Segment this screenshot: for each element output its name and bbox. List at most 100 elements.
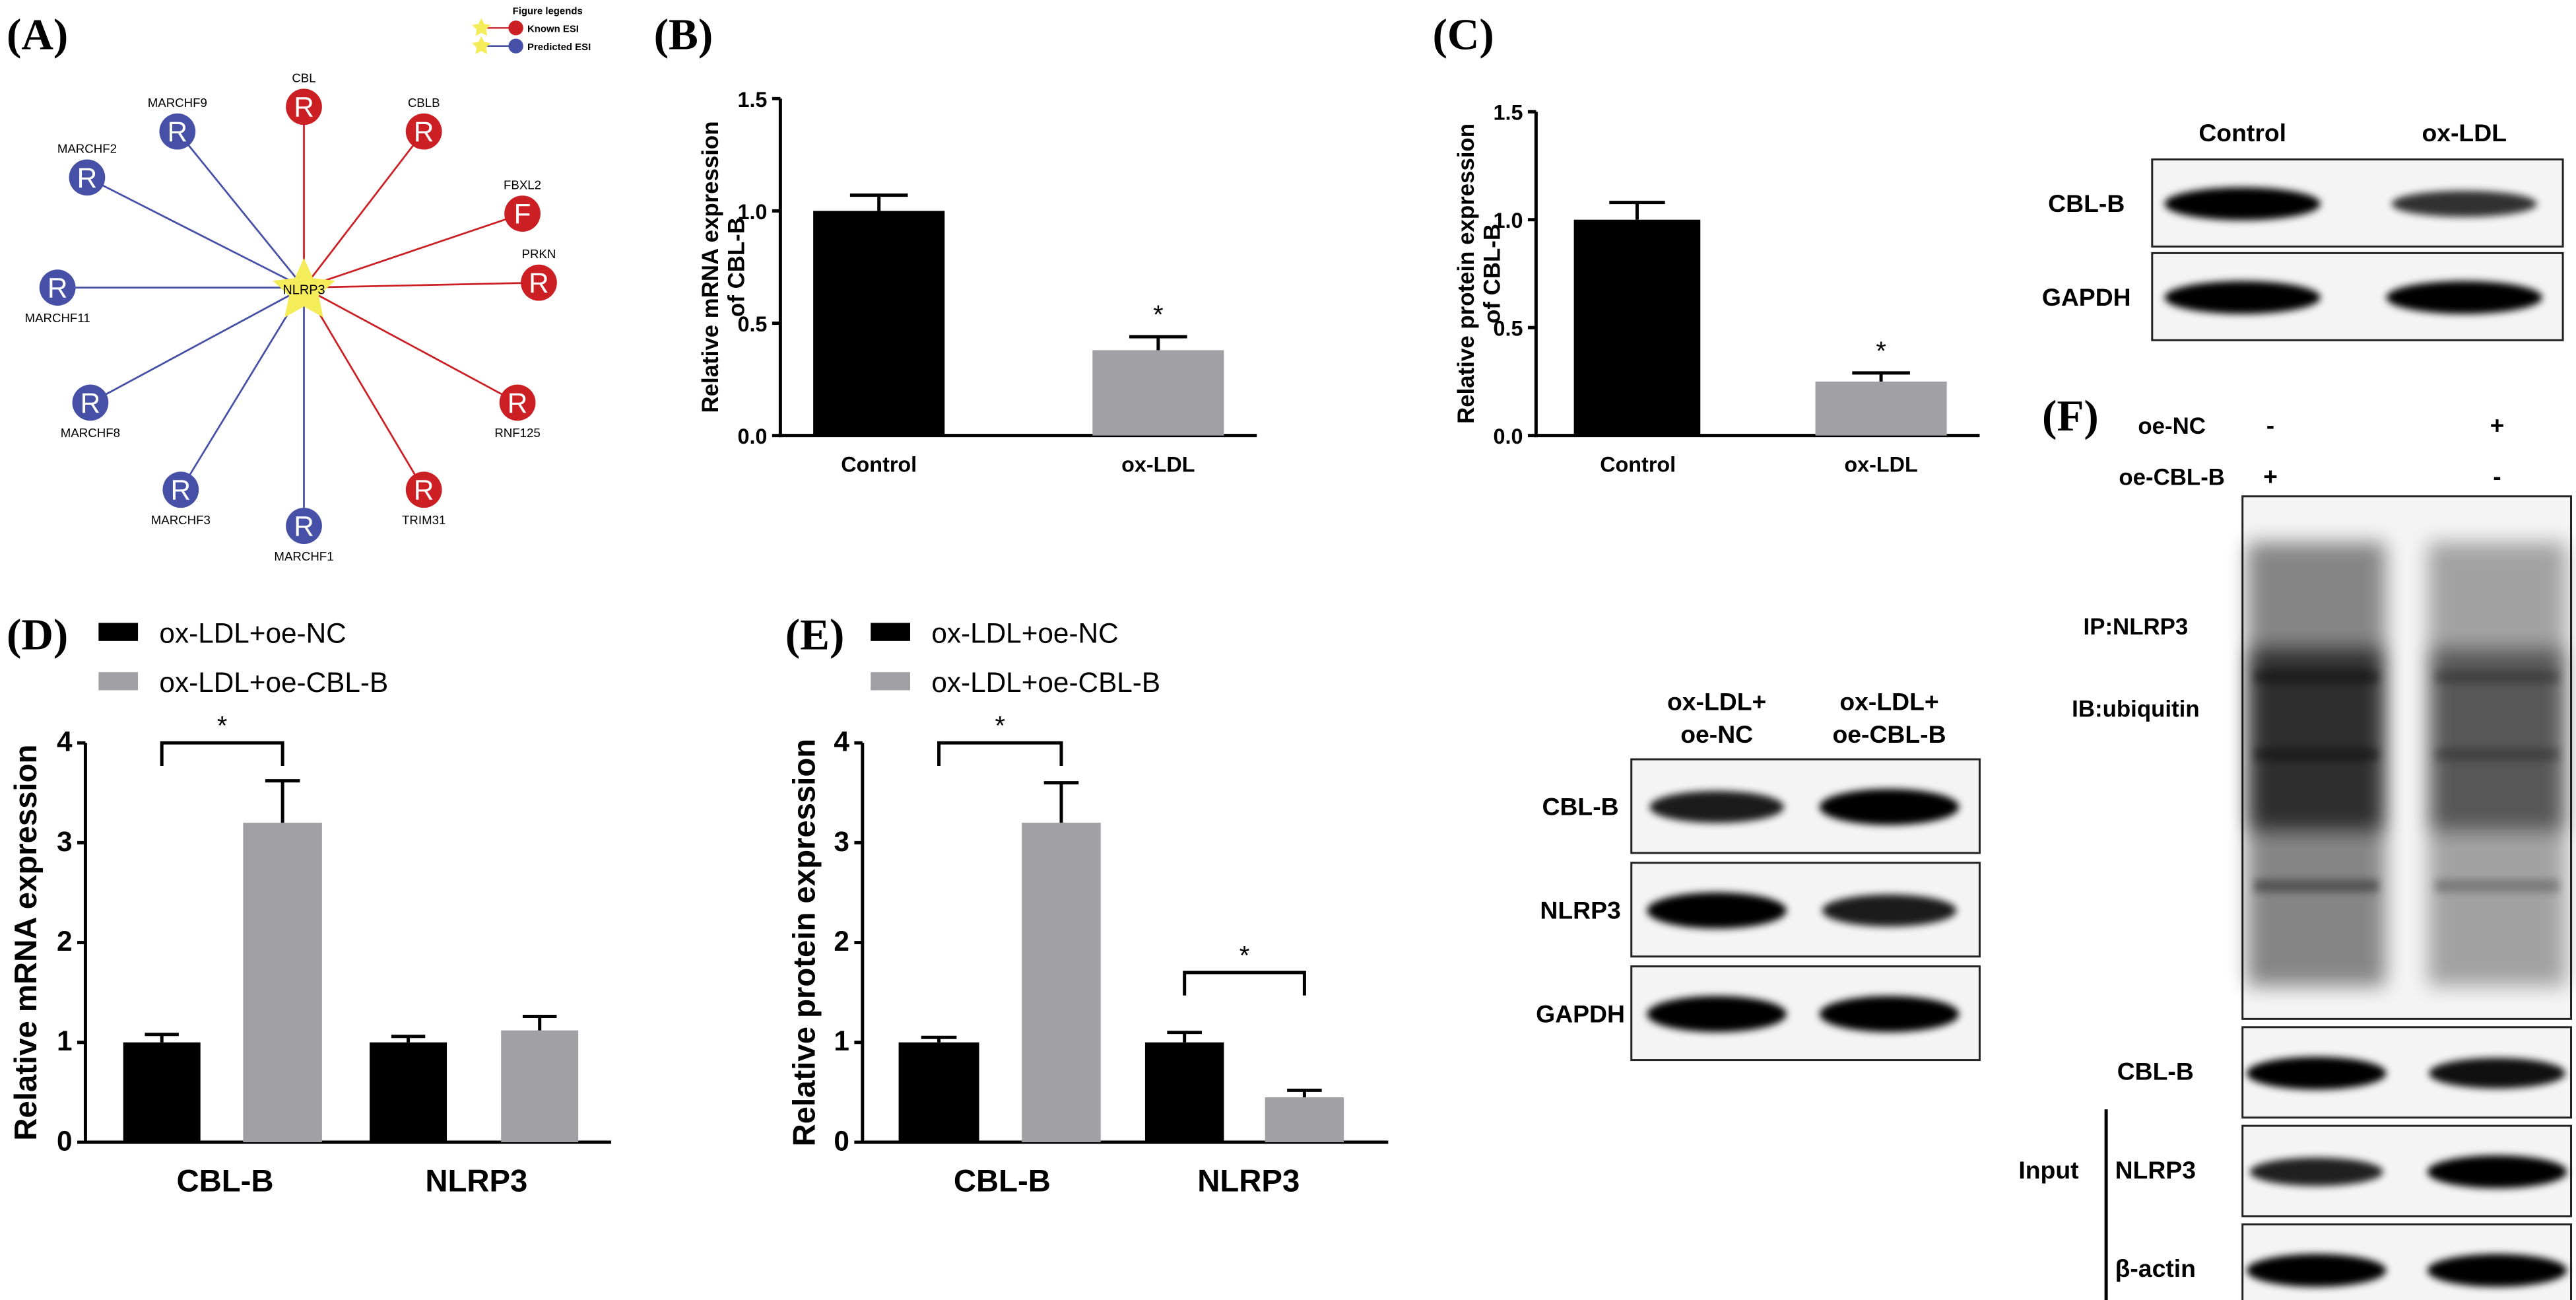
node-label: MARCHF9 <box>148 96 207 110</box>
network-node: R PRKN <box>521 247 557 301</box>
panel-label-D: (D) <box>7 609 68 659</box>
condition-mark: + <box>2490 411 2505 439</box>
network-edge <box>180 287 305 491</box>
node-label: RNF125 <box>494 426 540 440</box>
bar <box>1815 381 1947 436</box>
node-label: CBLB <box>408 96 440 110</box>
ubiquitin-band <box>2254 879 2379 893</box>
ubiquitin-band <box>2434 747 2560 761</box>
bar <box>1022 823 1101 1143</box>
node-circle <box>499 384 536 421</box>
network-edge <box>303 287 425 491</box>
y-axis-title: Relative mRNA expression of CBL-B <box>698 121 750 413</box>
legend-predicted-label: Predicted ESI <box>527 42 591 53</box>
node-letter: R <box>414 116 434 147</box>
x-tick-label: ox-LDL <box>1844 452 1917 476</box>
blot-row-label: CBL-B <box>1542 793 1619 821</box>
protein-band <box>2246 1056 2387 1090</box>
protein-band <box>1822 894 1957 927</box>
y-tick-label: 0.5 <box>1493 317 1523 341</box>
node-letter: R <box>48 273 68 304</box>
legend-label: ox-LDL+oe-NC <box>159 617 346 648</box>
panel-label-B: (B) <box>654 10 713 59</box>
node-letter: R <box>294 510 314 541</box>
lane-label: ox-LDL+ <box>1667 687 1766 715</box>
y-tick-label: 2 <box>834 926 849 957</box>
protein-band <box>2386 281 2542 314</box>
protein-band <box>1647 996 1787 1033</box>
node-letter: R <box>168 116 188 147</box>
ubiquitin-band <box>2434 670 2560 684</box>
significance-star: * <box>995 712 1005 741</box>
node-label: FBXL2 <box>504 178 541 191</box>
node-letter: R <box>508 388 528 419</box>
bar <box>123 1042 201 1143</box>
chart-legend: ox-LDL+oe-NC ox-LDL+oe-CBL-B <box>98 617 388 698</box>
node-circle <box>405 113 442 150</box>
x-tick-label: Control <box>841 452 917 476</box>
chart-E: 0 1 2 3 4 Relative protein expression CBL-B NLR… <box>787 617 1389 1199</box>
network-node: R MARCHF9 <box>148 96 207 150</box>
bar <box>370 1042 447 1143</box>
legend-star-icon <box>472 36 491 54</box>
node-letter: R <box>294 92 314 123</box>
legend-swatch <box>871 623 910 641</box>
ip-label: IP:NLRP3 <box>2084 614 2189 640</box>
y-tick-label: 1.0 <box>737 200 767 224</box>
node-letter: R <box>171 475 191 506</box>
condition-label: oe-CBL-B <box>2119 464 2225 490</box>
protein-band <box>1647 892 1787 929</box>
x-tick-label: ox-LDL <box>1121 452 1195 476</box>
blot-row-label: CBL-B <box>2117 1057 2194 1085</box>
node-circle <box>286 88 322 125</box>
network-edge <box>86 176 305 289</box>
significance-bracket <box>160 741 284 766</box>
protein-band <box>2429 1058 2565 1089</box>
legend-swatch <box>871 672 910 691</box>
y-tick-label: 1 <box>834 1025 849 1056</box>
network-node: R MARCHF11 <box>25 269 90 325</box>
network-legend: Figure legends Known ESI Predicted ESI <box>472 5 591 54</box>
network-edge <box>304 213 523 289</box>
blot-row-label: NLRP3 <box>2115 1156 2196 1184</box>
ib-label: IB:ubiquitin <box>2072 696 2199 722</box>
node-circle <box>39 269 76 306</box>
node-circle <box>405 471 442 508</box>
node-label: MARCHF8 <box>61 426 120 440</box>
bar <box>1092 350 1224 436</box>
y-tick-label: 1 <box>57 1025 73 1056</box>
network-node: R TRIM31 <box>402 471 446 527</box>
ubiquitin-band <box>2254 747 2379 761</box>
y-tick-label: 0.5 <box>737 312 767 336</box>
panel-label-E: (E) <box>785 609 845 659</box>
node-circle <box>504 195 541 232</box>
bar <box>501 1030 579 1143</box>
protein-band <box>1819 996 1960 1033</box>
node-letter: R <box>77 162 98 193</box>
network-edge <box>176 131 305 289</box>
protein-band <box>1649 790 1784 823</box>
node-circle <box>69 159 106 196</box>
western-blot-E: ox-LDL+ oe-NC ox-LDL+ oe-CBL-B CBL-B NLRP3 GAP… <box>1536 687 1981 1062</box>
network-node: R RNF125 <box>494 384 541 440</box>
significance-bracket <box>1183 971 1306 996</box>
protein-band <box>1819 788 1960 825</box>
significance-star: * <box>1239 941 1249 971</box>
network-edge <box>303 287 518 404</box>
western-blot-C: Control ox-LDL CBL-B GAPDH <box>2042 119 2564 341</box>
network-node: R MARCHF2 <box>57 142 117 196</box>
protein-band <box>2427 1254 2567 1287</box>
network-edge <box>90 287 305 404</box>
network-node: R MARCHF3 <box>151 471 211 527</box>
y-axis-title-line: Relative mRNA expression <box>698 121 723 413</box>
panel-label-A: (A) <box>7 10 68 59</box>
node-circle <box>162 471 199 508</box>
y-tick-label: 1.0 <box>1493 209 1523 232</box>
node-letter: R <box>414 475 434 506</box>
legend-swatch <box>98 623 139 641</box>
node-letter: R <box>81 388 101 419</box>
blot-row-label: NLRP3 <box>1540 896 1620 924</box>
x-tick-label: Control <box>1600 452 1676 476</box>
x-tick-label: CBL-B <box>176 1164 273 1199</box>
